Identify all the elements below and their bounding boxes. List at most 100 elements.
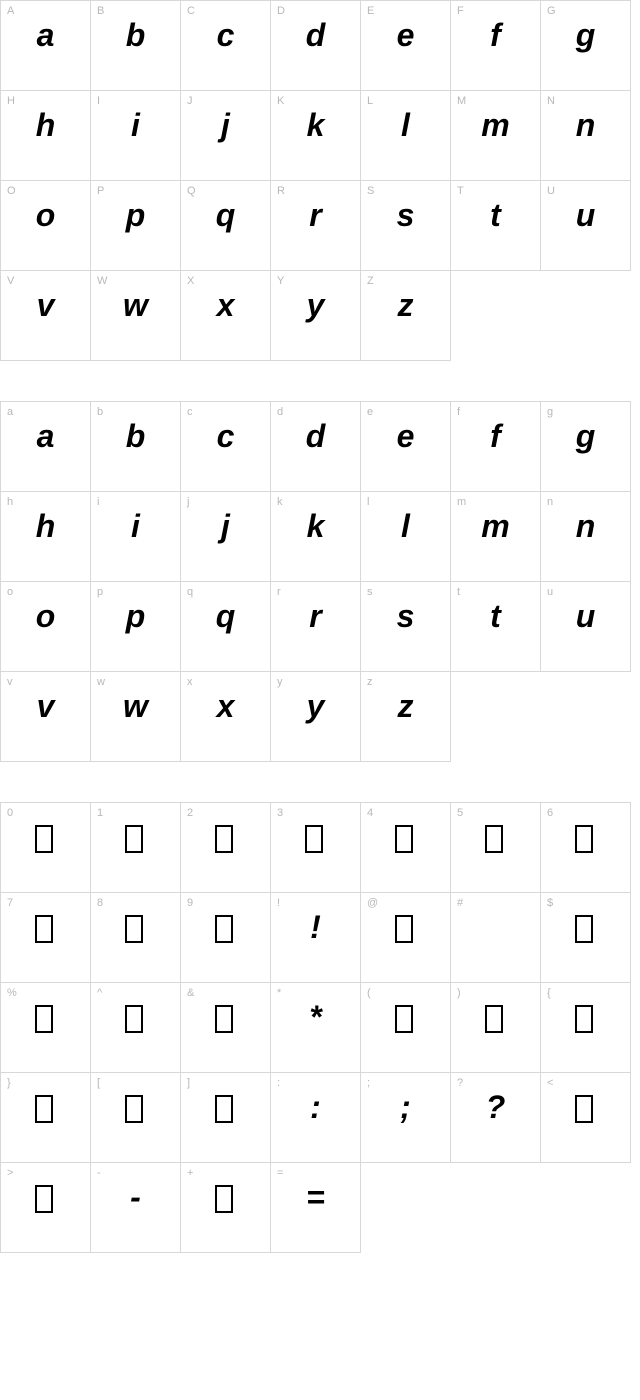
glyph-cell[interactable]: $ — [541, 893, 631, 983]
glyph-cell[interactable]: 0 — [1, 803, 91, 893]
glyph-cell[interactable]: -- — [91, 1163, 181, 1253]
glyph-cell[interactable]: ) — [451, 983, 541, 1073]
glyph-display: c — [181, 15, 270, 55]
glyph-cell-label: $ — [547, 897, 553, 909]
glyph-cell[interactable]: kk — [271, 492, 361, 582]
glyph-cell-label: 6 — [547, 807, 553, 819]
glyph-cell[interactable]: Kk — [271, 91, 361, 181]
glyph-cell[interactable]: cc — [181, 402, 271, 492]
glyph-cell[interactable]: dd — [271, 402, 361, 492]
glyph-display: h — [1, 105, 90, 145]
glyph-cell[interactable]: Zz — [361, 271, 451, 361]
glyph-cell[interactable]: Uu — [541, 181, 631, 271]
glyph-cell[interactable]: vv — [1, 672, 91, 762]
glyph-cell[interactable]: & — [181, 983, 271, 1073]
glyph-cell[interactable]: { — [541, 983, 631, 1073]
glyph-cell[interactable]: Tt — [451, 181, 541, 271]
glyph-cell[interactable]: mm — [451, 492, 541, 582]
glyph-cell[interactable]: !! — [271, 893, 361, 983]
glyph-cell[interactable]: Bb — [91, 1, 181, 91]
glyph-cell[interactable]: Ff — [451, 1, 541, 91]
glyph-cell[interactable]: Dd — [271, 1, 361, 91]
glyph-cell[interactable]: gg — [541, 402, 631, 492]
glyph-cell[interactable]: Qq — [181, 181, 271, 271]
glyph-cell[interactable]: < — [541, 1073, 631, 1163]
glyph-cell[interactable]: Hh — [1, 91, 91, 181]
glyph-cell[interactable]: tt — [451, 582, 541, 672]
glyph-display: a — [1, 416, 90, 456]
glyph-cell[interactable]: oo — [1, 582, 91, 672]
glyph-cell[interactable]: ] — [181, 1073, 271, 1163]
glyph-display: w — [91, 285, 180, 325]
glyph-cell[interactable]: ww — [91, 672, 181, 762]
glyph-cell[interactable]: Ee — [361, 1, 451, 91]
glyph-display: n — [541, 105, 630, 145]
glyph-cell[interactable]: hh — [1, 492, 91, 582]
glyph-cell[interactable]: 9 — [181, 893, 271, 983]
glyph-cell[interactable]: pp — [91, 582, 181, 672]
glyph-cell[interactable]: aa — [1, 402, 91, 492]
glyph-cell[interactable]: + — [181, 1163, 271, 1253]
glyph-cell[interactable]: zz — [361, 672, 451, 762]
glyph-cell[interactable]: [ — [91, 1073, 181, 1163]
missing-glyph-icon — [35, 1005, 53, 1033]
missing-glyph-icon — [575, 825, 593, 853]
glyph-cell[interactable]: Rr — [271, 181, 361, 271]
glyph-cell[interactable]: == — [271, 1163, 361, 1253]
glyph-cell[interactable]: nn — [541, 492, 631, 582]
glyph-cell[interactable]: xx — [181, 672, 271, 762]
glyph-cell[interactable]: Gg — [541, 1, 631, 91]
glyph-cell[interactable]: uu — [541, 582, 631, 672]
glyph-cell[interactable]: Aa — [1, 1, 91, 91]
glyph-display: f — [451, 15, 540, 55]
glyph-cell[interactable]: > — [1, 1163, 91, 1253]
glyph-cell[interactable]: ;; — [361, 1073, 451, 1163]
glyph-cell[interactable]: Jj — [181, 91, 271, 181]
glyph-cell[interactable]: 8 — [91, 893, 181, 983]
glyph-cell[interactable]: Ii — [91, 91, 181, 181]
glyph-cell[interactable]: Oo — [1, 181, 91, 271]
glyph-cell[interactable]: Xx — [181, 271, 271, 361]
glyph-display: l — [361, 506, 450, 546]
glyph-cell[interactable]: 7 — [1, 893, 91, 983]
glyph-cell[interactable]: Mm — [451, 91, 541, 181]
glyph-cell[interactable]: 6 — [541, 803, 631, 893]
glyph-cell[interactable]: ?? — [451, 1073, 541, 1163]
glyph-cell[interactable]: } — [1, 1073, 91, 1163]
glyph-cell[interactable]: Nn — [541, 91, 631, 181]
glyph-cell[interactable]: ee — [361, 402, 451, 492]
glyph-cell-label: 2 — [187, 807, 193, 819]
glyph-cell[interactable]: @ — [361, 893, 451, 983]
glyph-cell[interactable]: ^ — [91, 983, 181, 1073]
glyph-cell[interactable]: rr — [271, 582, 361, 672]
glyph-cell[interactable]: yy — [271, 672, 361, 762]
glyph-cell[interactable]: 3 — [271, 803, 361, 893]
glyph-cell[interactable]: ss — [361, 582, 451, 672]
glyph-cell[interactable]: ff — [451, 402, 541, 492]
glyph-cell[interactable]: jj — [181, 492, 271, 582]
glyph-cell[interactable]: % — [1, 983, 91, 1073]
missing-glyph-icon — [395, 915, 413, 943]
glyph-cell-label: 8 — [97, 897, 103, 909]
missing-glyph-icon — [305, 825, 323, 853]
glyph-cell[interactable]: :: — [271, 1073, 361, 1163]
glyph-cell[interactable]: 2 — [181, 803, 271, 893]
glyph-cell[interactable]: qq — [181, 582, 271, 672]
glyph-cell[interactable]: ( — [361, 983, 451, 1073]
glyph-cell[interactable]: Pp — [91, 181, 181, 271]
glyph-cell[interactable]: # — [451, 893, 541, 983]
glyph-cell[interactable]: 1 — [91, 803, 181, 893]
glyph-cell[interactable]: Cc — [181, 1, 271, 91]
glyph-cell[interactable]: Ss — [361, 181, 451, 271]
glyph-cell[interactable]: Ll — [361, 91, 451, 181]
glyph-cell[interactable]: Ww — [91, 271, 181, 361]
glyph-cell[interactable]: bb — [91, 402, 181, 492]
glyph-cell[interactable]: 5 — [451, 803, 541, 893]
glyph-cell[interactable]: Vv — [1, 271, 91, 361]
glyph-cell[interactable]: ** — [271, 983, 361, 1073]
glyph-cell[interactable]: 4 — [361, 803, 451, 893]
glyph-display: n — [541, 506, 630, 546]
glyph-cell[interactable]: Yy — [271, 271, 361, 361]
glyph-cell[interactable]: ll — [361, 492, 451, 582]
glyph-cell[interactable]: ii — [91, 492, 181, 582]
